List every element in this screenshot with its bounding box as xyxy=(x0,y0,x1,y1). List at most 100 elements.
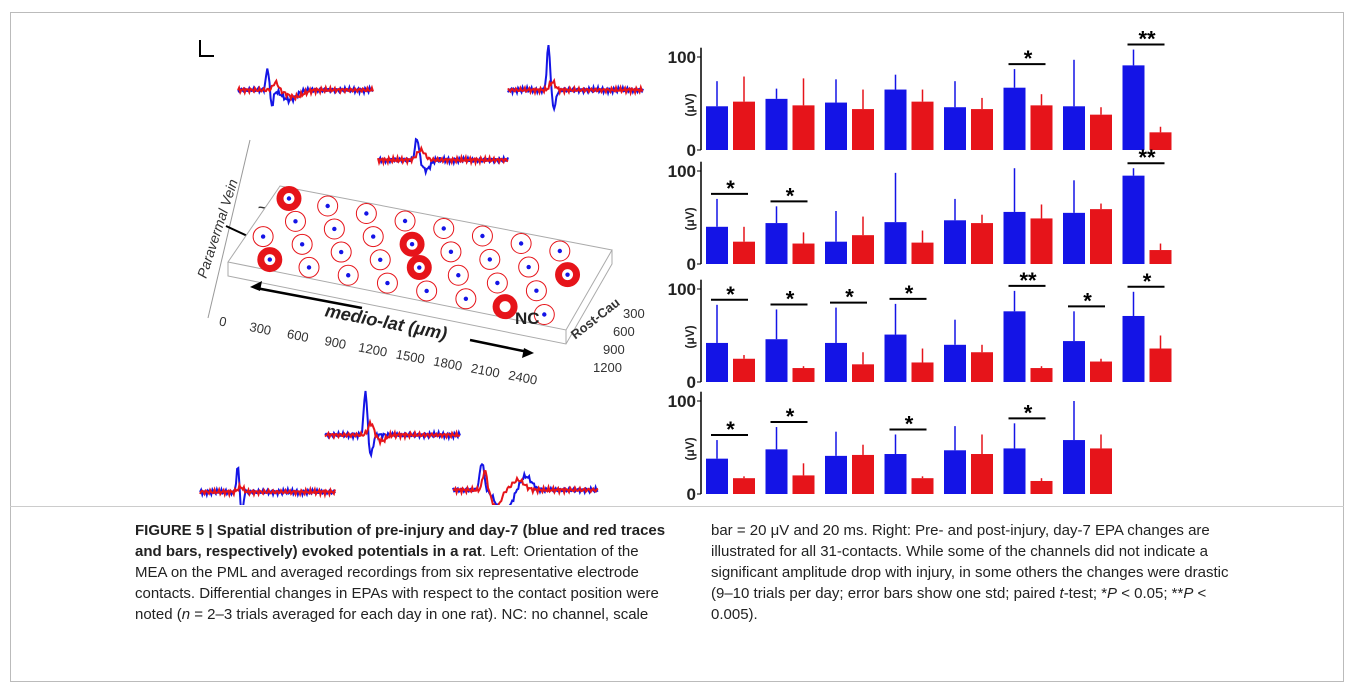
rost-cau-tick: 600 xyxy=(613,324,635,339)
bar xyxy=(944,344,966,382)
electrode-center xyxy=(346,273,351,278)
significance-label: * xyxy=(1143,269,1152,294)
electrode-center xyxy=(542,312,547,317)
bar xyxy=(1063,212,1085,264)
bar xyxy=(792,243,815,264)
caption-text: -test; * xyxy=(1063,585,1108,602)
bar xyxy=(792,368,815,382)
figure-frame xyxy=(10,12,1344,682)
electrode-center xyxy=(293,219,298,224)
trace xyxy=(453,469,599,505)
electrode-center xyxy=(338,249,344,255)
figure: Paravermal Vein ~ 1mm medio-lat (μm) NC … xyxy=(194,27,1172,505)
significance-label: * xyxy=(726,282,735,307)
bar xyxy=(1063,440,1085,494)
electrode-center xyxy=(299,242,305,247)
medio-lat-ticks: 0 300 600 900 1200 1500 1800 2100 2400 xyxy=(218,314,539,388)
bar-chart: 0 100 (μV) * * * * xyxy=(668,391,1112,504)
rost-cau-tick: 900 xyxy=(603,342,625,357)
bar xyxy=(1090,361,1112,382)
significance-label: * xyxy=(786,286,795,311)
vein-axis xyxy=(207,139,251,319)
electrode-center xyxy=(441,226,446,231)
bar xyxy=(706,106,728,150)
bar xyxy=(1003,311,1026,382)
bar xyxy=(911,242,934,264)
arrow-right xyxy=(469,338,529,354)
y-tick-label: 100 xyxy=(668,392,696,411)
nc-label: NC xyxy=(515,309,540,328)
electrode-center xyxy=(332,226,337,232)
bar xyxy=(971,223,993,264)
caption-rule xyxy=(10,506,1344,507)
significance-label: ** xyxy=(1138,27,1156,52)
bar xyxy=(1003,211,1026,264)
bar xyxy=(1122,315,1145,382)
bar xyxy=(825,102,847,150)
y-tick-label: 0 xyxy=(687,141,696,160)
trace xyxy=(507,77,644,97)
bar xyxy=(1149,132,1172,150)
bar xyxy=(1090,448,1112,494)
electrode-center xyxy=(267,257,272,262)
electrode-center xyxy=(378,257,383,262)
y-tick-label: 0 xyxy=(687,255,696,274)
bar xyxy=(825,241,847,264)
bar xyxy=(825,342,847,382)
y-tick-label: 100 xyxy=(668,48,696,67)
arrowhead-right xyxy=(522,348,534,358)
electrode-center xyxy=(417,265,422,270)
bar xyxy=(911,101,934,150)
electrode-center xyxy=(518,241,524,246)
bar xyxy=(1030,218,1053,264)
bar xyxy=(911,362,934,382)
bar xyxy=(1149,250,1172,264)
bar xyxy=(706,342,728,382)
bar xyxy=(1030,105,1053,150)
caption-text: t xyxy=(1059,585,1064,602)
bar xyxy=(733,358,755,382)
rost-cau-tick: 1200 xyxy=(593,360,622,375)
electrode-center xyxy=(502,304,508,309)
trace xyxy=(377,145,509,167)
bar xyxy=(884,334,907,382)
bar xyxy=(944,220,966,264)
electrode-center xyxy=(385,280,390,286)
bar xyxy=(1090,114,1112,150)
bar xyxy=(733,241,755,264)
bar xyxy=(884,454,907,494)
scale-bar xyxy=(199,40,214,57)
significance-label: * xyxy=(905,281,914,306)
y-tick-label: 0 xyxy=(687,485,696,504)
trace xyxy=(324,418,460,447)
bar xyxy=(733,478,755,494)
vein-label: Paravermal Vein xyxy=(194,177,241,280)
electrode-center xyxy=(448,249,454,255)
medio-lat-tick: 2100 xyxy=(470,360,501,380)
medio-lat-tick: 1200 xyxy=(357,339,388,359)
medio-lat-tick: 2400 xyxy=(507,367,538,387)
bar xyxy=(852,364,874,382)
bar xyxy=(1003,448,1026,494)
trace xyxy=(507,44,644,113)
electrode-center xyxy=(495,280,500,286)
significance-label: * xyxy=(845,285,854,310)
bar xyxy=(884,222,907,264)
bar xyxy=(765,223,788,264)
medio-lat-tick: 900 xyxy=(323,333,347,352)
electrode-center xyxy=(260,234,266,239)
bar xyxy=(944,450,966,494)
caption-text: < 0.05; ** xyxy=(1117,585,1184,602)
bar xyxy=(792,475,815,494)
bar xyxy=(706,226,728,264)
electrode-center xyxy=(402,218,408,224)
traces xyxy=(199,44,644,505)
electrode-center xyxy=(364,211,369,216)
significance-label: * xyxy=(786,404,795,429)
caption-text: . Left: Orientation of the MEA on the PM… xyxy=(135,543,659,623)
y-tick-label: 100 xyxy=(668,280,696,299)
bar xyxy=(1063,341,1085,382)
trace xyxy=(324,390,461,459)
caption-text: P xyxy=(1183,585,1194,602)
